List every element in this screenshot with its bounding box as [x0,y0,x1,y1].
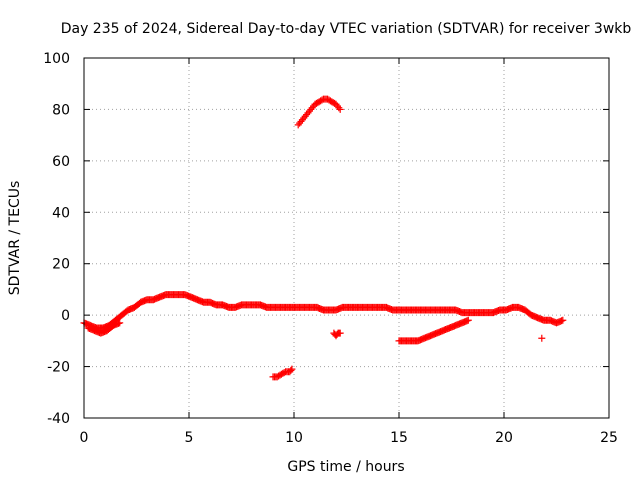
y-tick-label: 40 [52,205,70,221]
data-point [335,104,343,112]
axis-ticks: 0 5 10 15 20 25 -40 -20 0 20 40 60 80 100 [43,51,618,446]
data-point [287,366,295,374]
chart-title: Day 235 of 2024, Sidereal Day-to-day VTE… [61,21,632,37]
x-tick-label: 5 [185,430,194,446]
y-axis-label: SDTVAR / TECUs [7,181,23,296]
x-tick-label: 10 [285,430,303,446]
data-point [116,319,124,327]
data-point [559,316,567,324]
x-tick-label: 15 [390,430,408,446]
data-point [336,329,344,337]
x-axis-label: GPS time / hours [287,459,404,475]
data-point [538,334,546,342]
y-tick-label: -40 [47,411,70,427]
x-tick-label: 0 [80,430,89,446]
data-point [464,316,472,324]
y-tick-label: 0 [61,308,70,324]
x-tick-label: 25 [600,430,618,446]
x-tick-label: 20 [495,430,513,446]
y-tick-label: 60 [52,154,70,170]
data-point [288,365,296,373]
plot-frame [83,57,610,419]
y-tick-label: 80 [52,102,70,118]
data-points [80,95,567,381]
y-tick-label: 100 [43,51,70,67]
grid-lines [84,58,609,418]
y-tick-label: -20 [47,360,70,376]
y-tick-label: 20 [52,257,70,273]
data-point [336,105,344,113]
